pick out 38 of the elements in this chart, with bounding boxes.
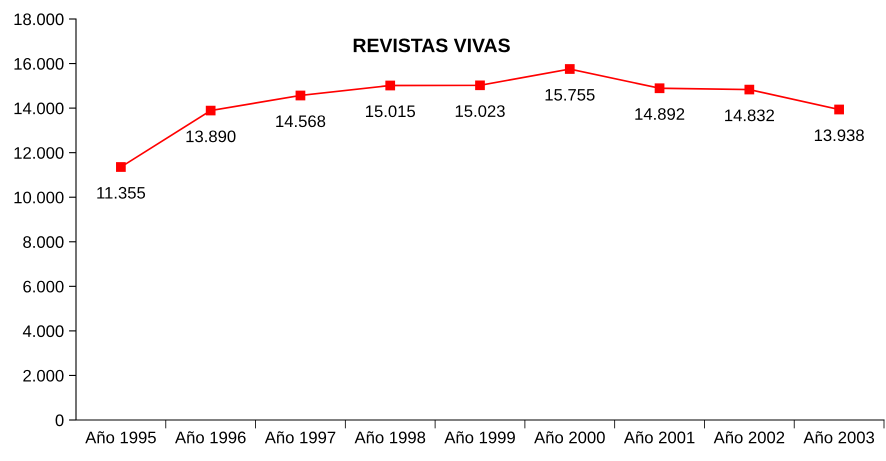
y-tick-label: 10.000 — [14, 192, 64, 204]
y-tick-label: 18.000 — [14, 13, 64, 26]
point — [654, 83, 664, 94]
x-tick-label: Año 2000 — [534, 431, 605, 444]
data-label: 14.892 — [635, 108, 684, 120]
y-tick-label: 2.000 — [23, 370, 64, 382]
y-tick-label: 8.000 — [23, 236, 64, 248]
x-tick-label: Año 2002 — [714, 431, 784, 444]
y-tick-label: 12.000 — [14, 147, 64, 159]
x-tick-label: Año 1995 — [85, 431, 156, 444]
point — [385, 80, 396, 90]
x-tick-label: Año 1997 — [264, 431, 336, 444]
x-tick-label: Año 1996 — [175, 431, 246, 444]
point — [296, 90, 306, 100]
point — [475, 80, 485, 90]
point — [564, 64, 575, 74]
x-tick-label: Año 1998 — [354, 431, 426, 444]
point — [744, 84, 754, 94]
data-label: 14.568 — [276, 115, 326, 128]
y-tick-label: 16.000 — [14, 58, 64, 70]
data-label: 15.015 — [366, 105, 416, 118]
text: REVISTAS VIVAS — [354, 38, 510, 52]
y-tick-label: 4.000 — [22, 325, 64, 338]
point — [116, 162, 126, 172]
point — [834, 104, 844, 114]
data-label: 11.355 — [97, 186, 146, 199]
y-tick-label: 14.000 — [14, 102, 64, 114]
point — [206, 106, 216, 116]
x-tick-label: Año 1999 — [444, 431, 515, 444]
data-label: 13.938 — [814, 129, 864, 142]
y-tick-label: 0 — [56, 414, 64, 426]
data-label: 15.023 — [456, 105, 505, 118]
data-label: 15.755 — [546, 89, 595, 101]
x-tick-label: Año 2001 — [624, 431, 694, 444]
y-tick-label: 6.000 — [23, 280, 64, 293]
data-label: 14.832 — [725, 109, 774, 122]
data-label: 13.890 — [186, 130, 236, 142]
x-tick-label: Año 2003 — [803, 431, 874, 444]
